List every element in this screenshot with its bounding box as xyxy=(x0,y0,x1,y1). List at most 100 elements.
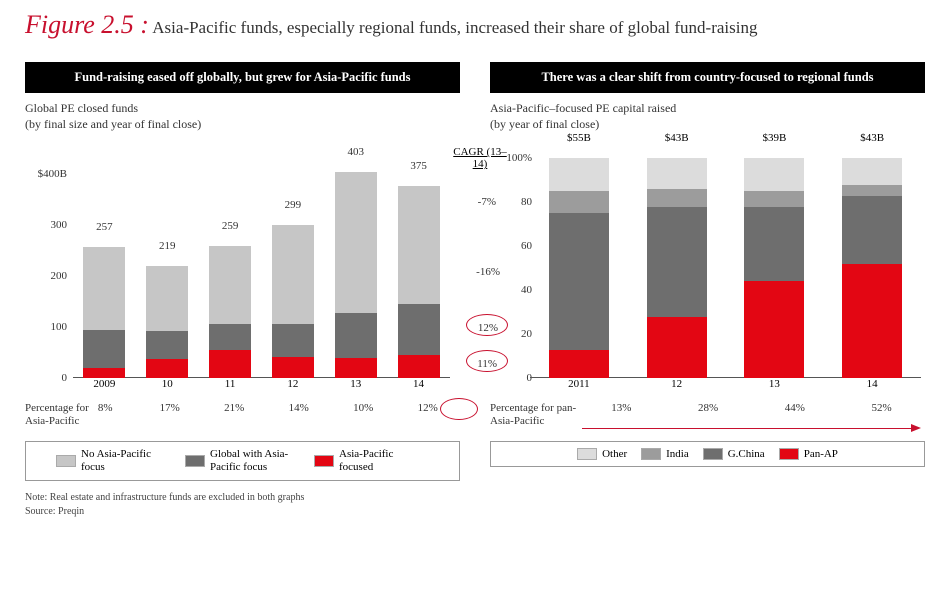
bar-segment xyxy=(272,357,314,378)
legend-label: Pan-AP xyxy=(804,448,838,460)
bar-segment xyxy=(272,324,314,356)
plot-area: 257219259299403375 xyxy=(73,158,450,378)
right-panel-header: There was a clear shift from country-foc… xyxy=(490,62,925,93)
x-tick: 2011 xyxy=(530,378,628,400)
legend-label: No Asia-Pacific focus xyxy=(81,448,171,474)
y-tick: 0 xyxy=(62,372,68,384)
pct-value: 13% xyxy=(578,402,665,414)
pct-value: 44% xyxy=(752,402,839,414)
legend-swatch xyxy=(577,448,597,460)
y-tick: 300 xyxy=(51,219,68,231)
bar-top-label: $43B xyxy=(842,132,902,144)
bar-column: $43B xyxy=(647,158,707,378)
bar-segment xyxy=(83,368,125,378)
bar-total-label: 219 xyxy=(146,240,188,252)
bar-total-label: 403 xyxy=(335,146,377,158)
bar-segment xyxy=(842,196,902,264)
legend-label: Asia-Pacific focused xyxy=(339,448,429,474)
bar-segment xyxy=(842,264,902,378)
x-axis: 20091011121314 xyxy=(73,378,450,400)
left-panel: Fund-raising eased off globally, but gre… xyxy=(25,62,460,481)
pct-value: 8% xyxy=(73,402,138,414)
y-tick: 100 xyxy=(51,321,68,333)
bar-segment xyxy=(209,324,251,350)
pct-label: Percentage for pan-Asia-Pacific xyxy=(490,402,578,428)
bar-segment xyxy=(744,281,804,378)
left-subtitle: Global PE closed funds (by final size an… xyxy=(25,101,460,132)
y-tick: $400B xyxy=(38,168,67,180)
bar-segment xyxy=(398,304,440,355)
bar-segment xyxy=(744,207,804,282)
legend-swatch xyxy=(779,448,799,460)
bar-total-label: 257 xyxy=(83,221,125,233)
bar-column: 403 xyxy=(335,172,377,378)
x-tick: 10 xyxy=(136,378,199,400)
chart-panels: Fund-raising eased off globally, but gre… xyxy=(25,62,925,481)
legend-swatch xyxy=(185,455,205,467)
right-subtitle: Asia-Pacific–focused PE capital raised (… xyxy=(490,101,925,132)
bar-segment xyxy=(549,213,609,349)
bar-top-label: $55B xyxy=(549,132,609,144)
bar-segment xyxy=(647,317,707,379)
legend-label: Other xyxy=(602,448,627,460)
right-legend: Other India G.China Pan-AP xyxy=(490,441,925,467)
legend-item: No Asia-Pacific focus xyxy=(56,448,171,474)
trend-arrow xyxy=(582,428,911,429)
legend-item: Global with Asia-Pacific focus xyxy=(185,448,300,474)
bar-segment xyxy=(647,207,707,317)
pct-value: 52% xyxy=(838,402,925,414)
bar-segment xyxy=(647,158,707,189)
legend-item: Asia-Pacific focused xyxy=(314,448,429,474)
left-chart: 0100200300$400B 257219259299403375 20091… xyxy=(25,140,460,400)
x-tick: 14 xyxy=(387,378,450,400)
bar-segment xyxy=(398,355,440,378)
bar-segment xyxy=(146,359,188,378)
pct-value: 17% xyxy=(138,402,203,414)
bar-segment xyxy=(335,172,377,313)
legend-label: Global with Asia-Pacific focus xyxy=(210,448,300,474)
bar-total-label: 375 xyxy=(398,161,440,173)
x-tick: 12 xyxy=(261,378,324,400)
x-tick: 13 xyxy=(726,378,824,400)
pct-values: 8%17%21%14%10%12% xyxy=(73,402,460,414)
bar-segment xyxy=(146,266,188,331)
right-panel: There was a clear shift from country-foc… xyxy=(490,62,925,481)
x-tick: 14 xyxy=(823,378,921,400)
legend-item: G.China xyxy=(703,448,765,460)
figure-title: Figure 2.5 : Asia-Pacific funds, especia… xyxy=(25,10,925,40)
legend-item: India xyxy=(641,448,689,460)
bar-column: $39B xyxy=(744,158,804,378)
y-axis: 0100200300$400B xyxy=(25,158,71,378)
legend-swatch xyxy=(314,455,334,467)
legend-item: Pan-AP xyxy=(779,448,838,460)
pct-value: 10% xyxy=(331,402,396,414)
x-tick: 13 xyxy=(324,378,387,400)
bar-column: $43B xyxy=(842,158,902,378)
bar-column: $55B xyxy=(549,158,609,378)
pct-value: 21% xyxy=(202,402,267,414)
plot-area: $55B $43B $39B $43B xyxy=(530,158,921,378)
left-legend: No Asia-Pacific focus Global with Asia-Pa… xyxy=(25,441,460,481)
bar-segment xyxy=(842,158,902,184)
bar-column: 375 xyxy=(398,186,440,378)
pct-values: 13%28%44%52% xyxy=(578,402,925,414)
pct-value: 14% xyxy=(267,402,332,414)
bar-segment xyxy=(83,247,125,330)
legend-item: Other xyxy=(577,448,627,460)
legend-label: India xyxy=(666,448,689,460)
bar-segment xyxy=(647,189,707,207)
right-chart: 020406080100% $55B$43B$39B$43B 201112131… xyxy=(490,140,925,400)
x-axis: 2011121314 xyxy=(530,378,921,400)
bar-segment xyxy=(209,350,251,378)
bar-segment xyxy=(398,186,440,304)
right-pct-row: Percentage for pan-Asia-Pacific 13%28%44… xyxy=(490,402,925,428)
pct-value: 12% xyxy=(396,402,461,414)
bar-segment xyxy=(549,191,609,213)
bar-segment xyxy=(272,225,314,324)
bar-total-label: 259 xyxy=(209,220,251,232)
bar-segment xyxy=(335,358,377,378)
x-tick: 2009 xyxy=(73,378,136,400)
bar-segment xyxy=(146,331,188,359)
figure-number: Figure 2.5 : xyxy=(25,10,149,39)
x-tick: 12 xyxy=(628,378,726,400)
